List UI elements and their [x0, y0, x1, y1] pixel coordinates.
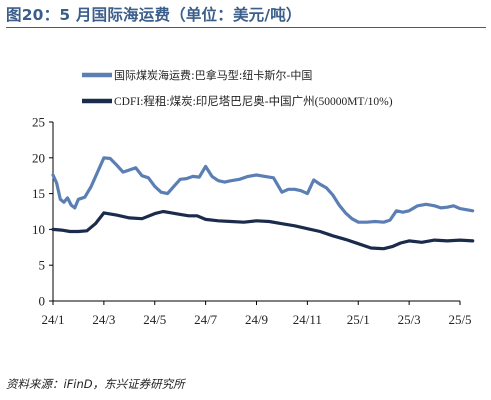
x-tick-label-24-1: 24/1: [41, 312, 64, 327]
y-tick-label-10: 10: [32, 222, 45, 237]
legend: 国际煤炭海运费:巴拿马型:纽卡斯尔-中国 CDFI:程租:煤炭:印尼塔巴尼奥-中…: [82, 68, 393, 108]
x-tick-label-25-5: 25/5: [448, 312, 471, 327]
y-tick-label-0: 0: [39, 294, 46, 309]
x-tick-label-24-7: 24/7: [194, 312, 218, 327]
x-tick-label-25-3: 25/3: [398, 312, 421, 327]
x-tick-label-24-5: 24/5: [143, 312, 166, 327]
y-tick-label-5: 5: [39, 258, 46, 273]
series-line-0: [51, 156, 475, 224]
plot-area: [51, 156, 475, 251]
source-note: 资料来源：iFinD，东兴证券研究所: [6, 377, 185, 391]
x-tick-label-24-3: 24/3: [92, 312, 115, 327]
y-tick-label-25: 25: [32, 115, 45, 130]
x-tick-label-25-1: 25/1: [347, 312, 370, 327]
axes: 0 5 10 15 20 25 24/1 24/3 24/5 24/7 24/9 24/11 25/1 2…: [32, 115, 472, 328]
figure-title: 图20：5 月国际海运费（单位：美元/吨）: [6, 6, 302, 24]
x-tick-label-24-11: 24/11: [293, 312, 322, 327]
legend-label-cdfi: CDFI:程租:煤炭:印尼塔巴尼奥-中国广州(50000MT/10%): [114, 94, 393, 108]
legend-label-bulk-freight: 国际煤炭海运费:巴拿马型:纽卡斯尔-中国: [114, 68, 312, 82]
title-rule: [6, 27, 486, 28]
x-tick-label-24-9: 24/9: [245, 312, 268, 327]
y-tick-label-15: 15: [32, 186, 45, 201]
series-line-1: [51, 209, 475, 251]
y-tick-label-20: 20: [32, 150, 45, 165]
